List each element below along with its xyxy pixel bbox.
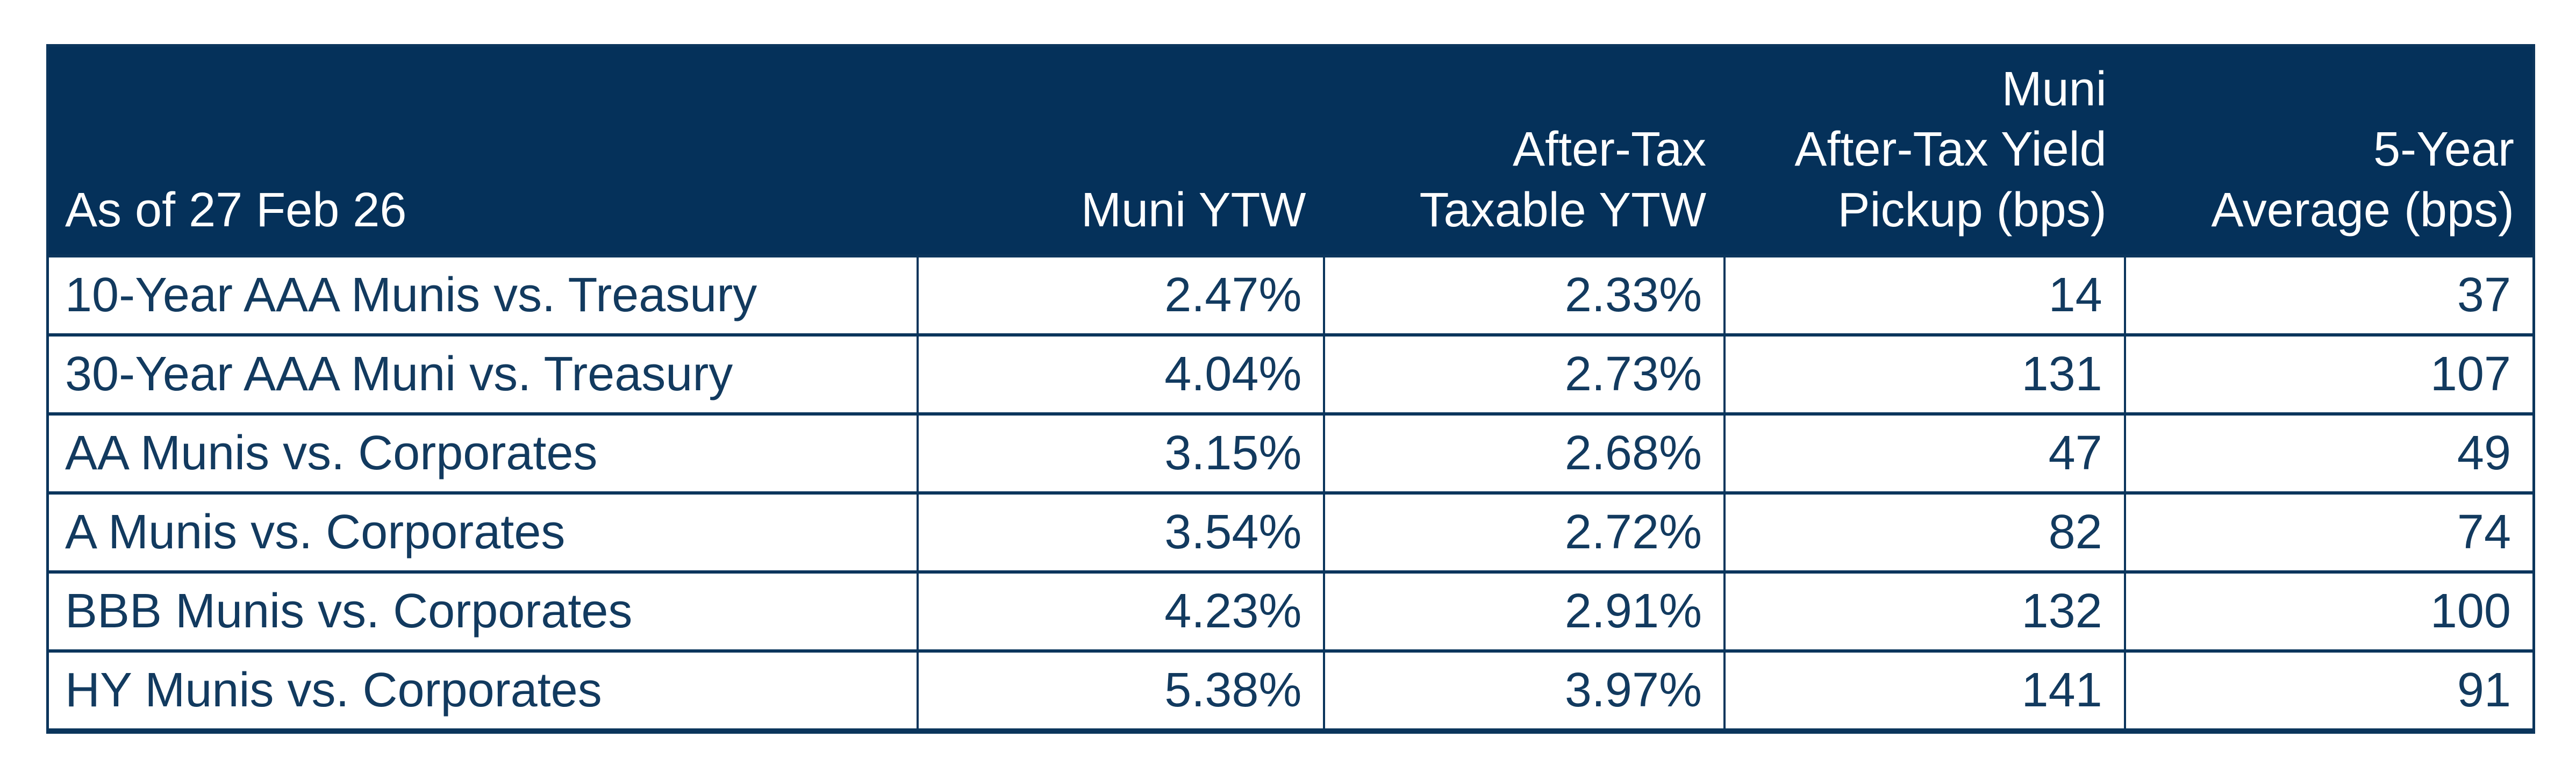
muni-ytw-cell: 5.38% <box>917 649 1326 733</box>
five-year-average-cell: 37 <box>2123 254 2535 337</box>
table-body: 10-Year AAA Munis vs. Treasury 2.47% 2.3… <box>46 254 2535 733</box>
five-year-average-cell: 49 <box>2123 412 2535 495</box>
table-row: BBB Munis vs. Corporates 4.23% 2.91% 132… <box>46 570 2535 653</box>
table-row: 30-Year AAA Muni vs. Treasury 4.04% 2.73… <box>46 333 2535 416</box>
row-label-cell: BBB Munis vs. Corporates <box>46 570 919 653</box>
muni-ytw-cell: 3.54% <box>917 491 1326 574</box>
after-tax-taxable-ytw-cell: 2.73% <box>1323 333 1726 416</box>
table-header: As of 27 Feb 26 Muni YTW After-Tax Taxab… <box>47 45 2534 256</box>
header-row: As of 27 Feb 26 Muni YTW After-Tax Taxab… <box>47 45 2534 256</box>
col-header-after-tax-taxable-ytw: After-Tax Taxable YTW <box>1324 45 1725 256</box>
table-row: A Munis vs. Corporates 3.54% 2.72% 82 74 <box>46 491 2535 574</box>
five-year-average-cell: 91 <box>2123 649 2535 733</box>
yield-comparison-table-container: As of 27 Feb 26 Muni YTW After-Tax Taxab… <box>46 44 2535 734</box>
pickup-bps-cell: 141 <box>1723 649 2126 733</box>
after-tax-taxable-ytw-cell: 2.68% <box>1323 412 1726 495</box>
muni-ytw-cell: 4.23% <box>917 570 1326 653</box>
row-label-cell: 30-Year AAA Muni vs. Treasury <box>46 333 919 416</box>
after-tax-taxable-ytw-cell: 2.91% <box>1323 570 1726 653</box>
row-label-cell: AA Munis vs. Corporates <box>46 412 919 495</box>
pickup-bps-cell: 132 <box>1723 570 2126 653</box>
muni-ytw-cell: 3.15% <box>917 412 1326 495</box>
after-tax-taxable-ytw-cell: 2.33% <box>1323 254 1726 337</box>
col-header-muni-ytw: Muni YTW <box>918 45 1325 256</box>
after-tax-taxable-ytw-cell: 3.97% <box>1323 649 1726 733</box>
muni-ytw-cell: 2.47% <box>917 254 1326 337</box>
pickup-bps-cell: 82 <box>1723 491 2126 574</box>
muni-ytw-cell: 4.04% <box>917 333 1326 416</box>
table-row: HY Munis vs. Corporates 5.38% 3.97% 141 … <box>46 649 2535 733</box>
pickup-bps-cell: 131 <box>1723 333 2126 416</box>
pickup-bps-cell: 47 <box>1723 412 2126 495</box>
table-row: 10-Year AAA Munis vs. Treasury 2.47% 2.3… <box>46 254 2535 337</box>
row-label-cell: HY Munis vs. Corporates <box>46 649 919 733</box>
row-label-cell: A Munis vs. Corporates <box>46 491 919 574</box>
yield-comparison-table: As of 27 Feb 26 Muni YTW After-Tax Taxab… <box>46 44 2535 734</box>
five-year-average-cell: 107 <box>2123 333 2535 416</box>
pickup-bps-cell: 14 <box>1723 254 2126 337</box>
col-header-5-year-average: 5-Year Average (bps) <box>2124 45 2534 256</box>
col-header-muni-after-tax-yield-pickup: Muni After-Tax Yield Pickup (bps) <box>1725 45 2125 256</box>
five-year-average-cell: 100 <box>2123 570 2535 653</box>
col-header-as-of-date: As of 27 Feb 26 <box>47 45 918 256</box>
row-label-cell: 10-Year AAA Munis vs. Treasury <box>46 254 919 337</box>
five-year-average-cell: 74 <box>2123 491 2535 574</box>
after-tax-taxable-ytw-cell: 2.72% <box>1323 491 1726 574</box>
table-row: AA Munis vs. Corporates 3.15% 2.68% 47 4… <box>46 412 2535 495</box>
